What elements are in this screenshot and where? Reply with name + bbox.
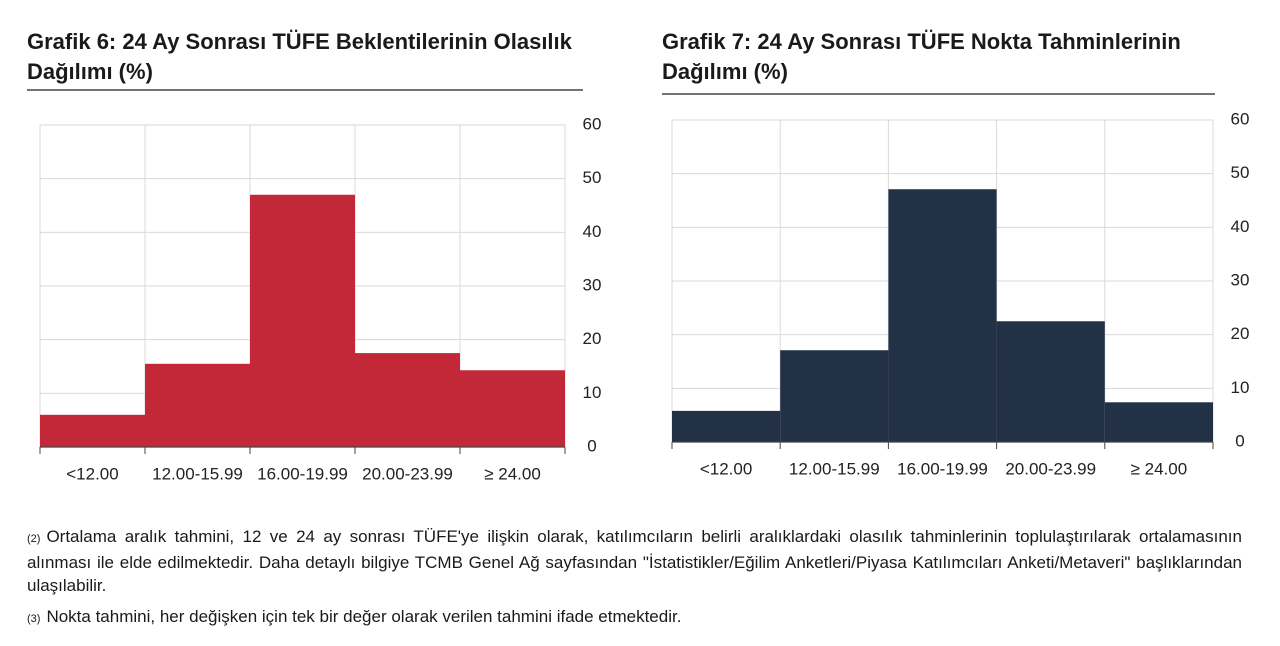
bar — [1104, 402, 1213, 442]
y-tick-label: 0 — [1235, 431, 1244, 450]
chart-title: Grafik 6: 24 Ay Sonrası TÜFE Beklentiler… — [27, 29, 572, 84]
x-tick-label: 20.00-23.99 — [362, 464, 453, 483]
y-tick-label: 0 — [587, 436, 596, 455]
bar — [780, 350, 889, 442]
chart-title: Grafik 7: 24 Ay Sonrası TÜFE Nokta Tahmi… — [662, 29, 1181, 84]
y-tick-label: 20 — [583, 329, 602, 348]
bar — [888, 189, 997, 442]
x-tick-label: <12.00 — [700, 459, 752, 478]
x-tick-label: <12.00 — [66, 464, 118, 483]
footnote-marker: (2) — [27, 533, 41, 545]
charts: 0 10 20 30 40 50 60 <12.00 12.00-15.99 16.00-19.9… — [27, 89, 1250, 483]
footnote-text: Ortalama aralık tahmini, 12 ve 24 ay son… — [27, 527, 1242, 595]
y-tick-label: 30 — [583, 275, 602, 294]
y-tick-label: 50 — [583, 168, 602, 187]
y-tick-label: 60 — [583, 114, 602, 133]
x-tick-label: 12.00-15.99 — [789, 459, 880, 478]
x-tick-label: 16.00-19.99 — [257, 464, 348, 483]
bar — [355, 353, 460, 447]
y-tick-label: 50 — [1231, 163, 1250, 182]
bar — [460, 370, 565, 447]
bar — [250, 194, 355, 447]
y-tick-label: 10 — [583, 383, 602, 402]
x-tick-label: 20.00-23.99 — [1005, 459, 1096, 478]
x-tick-label: ≥ 24.00 — [484, 464, 541, 483]
footnote: (2) Ortalama aralık tahmini, 12 ve 24 ay … — [27, 525, 1242, 597]
y-tick-label: 60 — [1231, 109, 1250, 128]
footnote-text: Nokta tahmini, her değişken için tek bir… — [46, 607, 682, 626]
y-tick-label: 20 — [1231, 324, 1250, 343]
bar — [40, 414, 145, 447]
x-tick-label: ≥ 24.00 — [1131, 459, 1188, 478]
footnote-marker: (3) — [27, 613, 41, 625]
y-tick-label: 10 — [1231, 378, 1250, 397]
x-tick-label: 16.00-19.99 — [897, 459, 988, 478]
y-tick-label: 30 — [1231, 270, 1250, 289]
bar — [145, 363, 250, 447]
bar — [672, 410, 781, 442]
footnotes: (2) Ortalama aralık tahmini, 12 ve 24 ay … — [27, 525, 1242, 639]
x-tick-label: 12.00-15.99 — [152, 464, 243, 483]
y-tick-label: 40 — [583, 222, 602, 241]
footnote: (3) Nokta tahmini, her değişken için tek … — [27, 605, 1242, 631]
bar — [996, 321, 1105, 442]
y-tick-label: 40 — [1231, 217, 1250, 236]
